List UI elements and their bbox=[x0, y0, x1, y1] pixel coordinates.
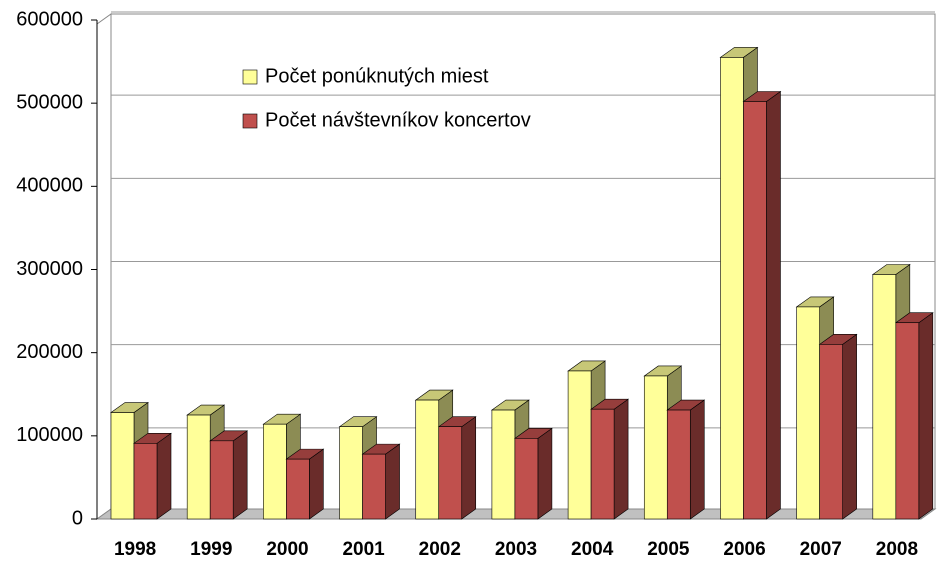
x-tick-label: 2001 bbox=[342, 539, 385, 560]
bar-side bbox=[613, 398, 629, 520]
legend-label: Počet návštevníkov koncertov bbox=[265, 109, 531, 131]
x-tick-label: 2007 bbox=[800, 539, 842, 560]
bar-side bbox=[766, 90, 781, 520]
y-tick-label: 300000 bbox=[16, 258, 83, 280]
x-tick-label: 2000 bbox=[266, 539, 308, 560]
side-wall bbox=[96, 13, 112, 520]
bar bbox=[362, 453, 386, 520]
bar bbox=[720, 57, 744, 520]
x-tick-label: 2005 bbox=[647, 539, 690, 560]
bar-side bbox=[232, 430, 248, 520]
bar bbox=[590, 408, 615, 520]
x-tick-label: 2006 bbox=[723, 539, 765, 560]
bar bbox=[415, 399, 440, 520]
bar-side bbox=[842, 333, 857, 520]
bar bbox=[110, 412, 135, 520]
bar-side bbox=[309, 448, 324, 520]
y-tick-label: 500000 bbox=[16, 91, 83, 113]
bar-side bbox=[385, 443, 400, 520]
bar-side bbox=[461, 416, 477, 520]
x-tick-label: 1999 bbox=[190, 539, 232, 560]
y-tick-label: 100000 bbox=[16, 424, 83, 446]
x-tick-label: 2003 bbox=[495, 539, 537, 560]
bar bbox=[438, 426, 463, 520]
bar bbox=[263, 423, 287, 520]
bar bbox=[567, 370, 592, 520]
bar-side bbox=[156, 432, 172, 520]
bar bbox=[339, 426, 363, 520]
x-tick-label: 2008 bbox=[876, 539, 918, 560]
x-tick-label: 2002 bbox=[419, 539, 461, 560]
x-tick-label: 1998 bbox=[114, 539, 156, 560]
y-tick-label: 0 bbox=[72, 507, 83, 529]
legend-swatch bbox=[242, 113, 258, 129]
y-tick-label: 200000 bbox=[16, 341, 83, 363]
bar bbox=[872, 274, 897, 520]
bar bbox=[491, 409, 516, 520]
bar bbox=[895, 322, 920, 520]
bar-side bbox=[537, 427, 553, 520]
x-tick-label: 2004 bbox=[571, 539, 614, 560]
bar bbox=[819, 344, 843, 520]
bar bbox=[133, 443, 158, 520]
bar bbox=[796, 306, 820, 520]
bar bbox=[666, 409, 691, 520]
y-tick-label: 400000 bbox=[16, 175, 83, 197]
bar bbox=[209, 440, 234, 520]
bar bbox=[186, 414, 211, 520]
bar bbox=[514, 438, 539, 520]
bar-side bbox=[918, 312, 934, 520]
legend-swatch bbox=[242, 69, 258, 85]
bar bbox=[643, 375, 668, 520]
bar-side bbox=[689, 399, 705, 520]
bar bbox=[743, 101, 767, 520]
legend-label: Počet ponúknutých miest bbox=[265, 65, 489, 87]
bar bbox=[286, 458, 310, 520]
y-tick-label: 600000 bbox=[16, 8, 83, 30]
